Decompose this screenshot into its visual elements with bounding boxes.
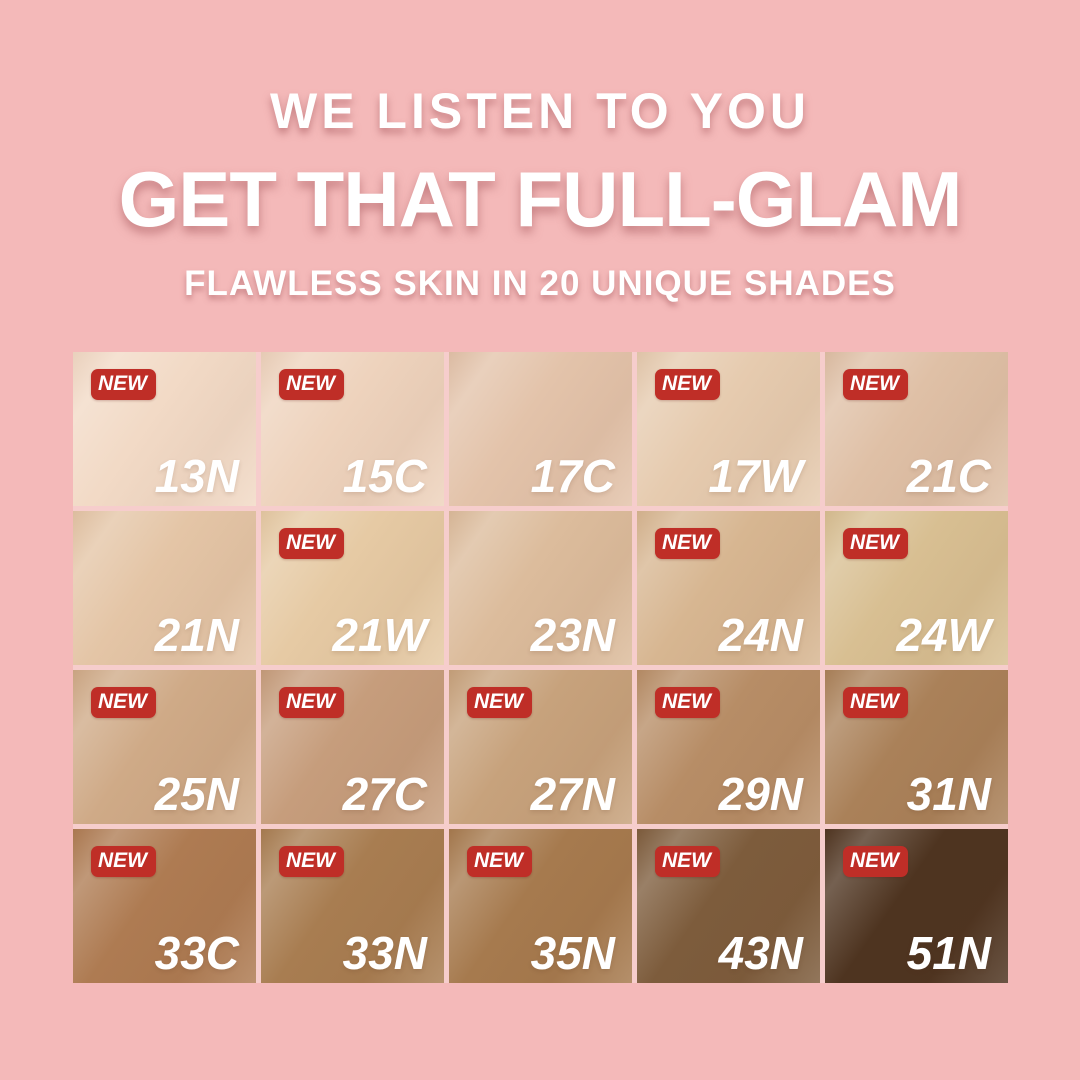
shade-swatch-51n: NEW 51N <box>825 829 1008 983</box>
shade-label: 33C <box>154 927 239 980</box>
new-badge: NEW <box>843 846 908 877</box>
shade-label: 27C <box>342 768 427 821</box>
shade-label: 24W <box>896 609 991 662</box>
header-subtitle-top: WE LISTEN TO YOU <box>270 83 810 139</box>
shade-swatch-15c: NEW 15C <box>261 352 444 506</box>
shade-swatch-25n: NEW 25N <box>73 670 256 824</box>
shade-grid: NEW 13N NEW 15C NEW 17C NEW 17W NEW 21C … <box>73 352 1008 983</box>
new-badge: NEW <box>279 369 344 400</box>
shade-label: 13N <box>154 450 239 503</box>
shade-swatch-21c: NEW 21C <box>825 352 1008 506</box>
shade-label: 35N <box>530 927 615 980</box>
shade-label: 21C <box>906 450 991 503</box>
shade-label: 43N <box>718 927 803 980</box>
shade-label: 31N <box>906 768 991 821</box>
shade-swatch-24w: NEW 24W <box>825 511 1008 665</box>
shade-swatch-27c: NEW 27C <box>261 670 444 824</box>
shade-swatch-21w: NEW 21W <box>261 511 444 665</box>
header-tagline: FLAWLESS SKIN IN 20 UNIQUE SHADES <box>184 264 896 303</box>
header: WE LISTEN TO YOU GET THAT FULL-GLAM FLAW… <box>0 0 1080 301</box>
shade-swatch-21n: NEW 21N <box>73 511 256 665</box>
new-badge: NEW <box>279 528 344 559</box>
new-badge: NEW <box>655 369 720 400</box>
shade-label: 15C <box>342 450 427 503</box>
shade-swatch-17c: NEW 17C <box>449 352 632 506</box>
shade-label: 27N <box>530 768 615 821</box>
shade-label: 21W <box>332 609 427 662</box>
new-badge: NEW <box>843 369 908 400</box>
shade-label: 25N <box>154 768 239 821</box>
shade-label: 21N <box>154 609 239 662</box>
new-badge: NEW <box>655 846 720 877</box>
shade-swatch-35n: NEW 35N <box>449 829 632 983</box>
new-badge: NEW <box>91 846 156 877</box>
new-badge: NEW <box>655 528 720 559</box>
shade-swatch-27n: NEW 27N <box>449 670 632 824</box>
shade-label: 33N <box>342 927 427 980</box>
new-badge: NEW <box>843 687 908 718</box>
shade-label: 17W <box>708 450 803 503</box>
shade-label: 24N <box>718 609 803 662</box>
shade-swatch-23n: NEW 23N <box>449 511 632 665</box>
shade-label: 51N <box>906 927 991 980</box>
new-badge: NEW <box>843 528 908 559</box>
shade-swatch-33n: NEW 33N <box>261 829 444 983</box>
shade-swatch-29n: NEW 29N <box>637 670 820 824</box>
new-badge: NEW <box>91 369 156 400</box>
new-badge: NEW <box>279 846 344 877</box>
shade-label: 29N <box>718 768 803 821</box>
shade-swatch-31n: NEW 31N <box>825 670 1008 824</box>
shade-swatch-24n: NEW 24N <box>637 511 820 665</box>
new-badge: NEW <box>279 687 344 718</box>
shade-swatch-17w: NEW 17W <box>637 352 820 506</box>
new-badge: NEW <box>467 846 532 877</box>
shade-swatch-13n: NEW 13N <box>73 352 256 506</box>
new-badge: NEW <box>655 687 720 718</box>
shade-label: 23N <box>530 609 615 662</box>
shade-label: 17C <box>530 450 615 503</box>
new-badge: NEW <box>91 687 156 718</box>
shade-swatch-43n: NEW 43N <box>637 829 820 983</box>
new-badge: NEW <box>467 687 532 718</box>
page-title: GET THAT FULL-GLAM <box>118 155 963 243</box>
shade-swatch-33c: NEW 33C <box>73 829 256 983</box>
